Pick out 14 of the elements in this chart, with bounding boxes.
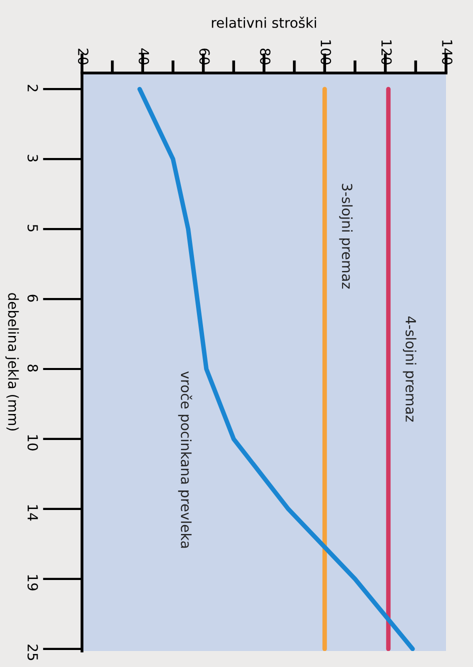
- y-tick-label: 10: [28, 435, 38, 450]
- text: vroče pocinkana prevleka: [178, 371, 192, 548]
- text: 3-slojni premaz: [339, 184, 353, 289]
- y-tick-label: 8: [28, 364, 38, 372]
- y-axis-title: debelina jekla (mm): [5, 293, 19, 430]
- y-tick-label: 3: [28, 154, 38, 162]
- x-axis-title: relativni stroški: [212, 16, 316, 28]
- text: 4-slojni premaz: [402, 316, 416, 422]
- y-tick-label: 25: [28, 644, 38, 660]
- y-tick-label: 2: [28, 84, 38, 92]
- y-tick-label: 5: [28, 224, 38, 232]
- y-tick-label: 19: [28, 575, 38, 590]
- y-tick-label: 14: [28, 505, 38, 521]
- y-tick-label: 6: [28, 294, 38, 302]
